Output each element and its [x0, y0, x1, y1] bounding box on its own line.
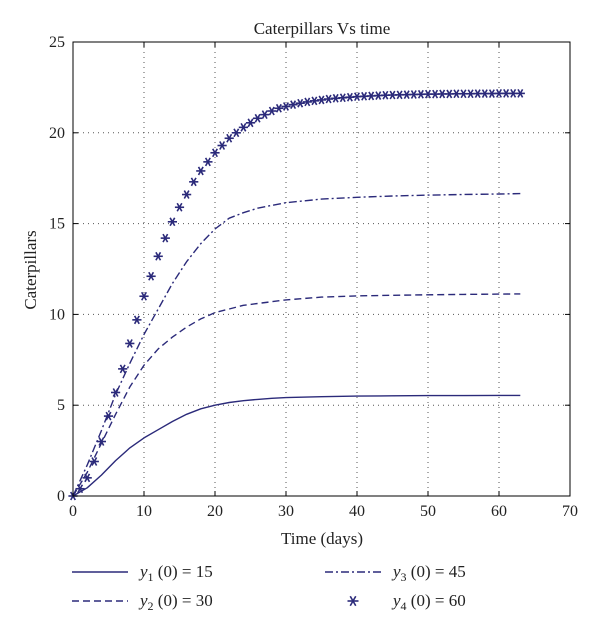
series-line [72, 293, 521, 497]
data-point [281, 102, 291, 111]
data-point [210, 148, 220, 158]
plot-frame [72, 41, 571, 497]
data-point [132, 315, 142, 325]
legend-label: y2 (0) = 30 [138, 591, 213, 613]
y-tick-label: 0 [57, 488, 65, 505]
x-axis-label: Time (days) [281, 529, 363, 548]
data-point [96, 437, 106, 446]
data-point [111, 388, 121, 397]
y-axis-label: Caterpillars [21, 230, 40, 309]
legend-item-3: y3 (0) = 45 [325, 562, 466, 584]
data-point [153, 251, 163, 261]
data-point [118, 364, 128, 374]
data-point [139, 291, 149, 301]
x-tick-label: 70 [562, 503, 578, 520]
series-1 [72, 394, 521, 497]
legend-label: y1 (0) = 15 [138, 562, 213, 584]
grid [73, 42, 570, 496]
x-tick-label: 50 [420, 503, 436, 520]
data-point [217, 141, 227, 150]
y-tick-label: 25 [49, 34, 65, 51]
series-layer [68, 89, 525, 501]
x-tick-label: 40 [349, 503, 365, 520]
data-point [167, 217, 177, 227]
series-line [72, 192, 521, 497]
data-point [231, 128, 241, 138]
legend-label: y3 (0) = 45 [391, 562, 466, 584]
data-point [316, 95, 327, 105]
x-tick-label: 20 [207, 503, 223, 520]
data-point [302, 97, 312, 107]
data-point [224, 133, 234, 143]
legend-item-1: y1 (0) = 15 [72, 562, 213, 584]
y-tick-label: 5 [57, 397, 65, 414]
series-3 [72, 192, 521, 497]
data-point [253, 113, 263, 123]
data-point [182, 190, 192, 199]
data-point [196, 166, 206, 176]
x-tick-label: 10 [136, 503, 152, 520]
x-ticks: 0 10 20 30 40 50 60 70 [69, 42, 578, 520]
y-tick-label: 20 [49, 125, 65, 142]
chart-title: Caterpillars Vs time [254, 19, 391, 38]
data-point [274, 103, 284, 113]
data-point [82, 473, 92, 483]
legend-swatch [347, 595, 359, 607]
series-2 [72, 293, 521, 497]
y-tick-label: 15 [49, 216, 65, 233]
data-point [238, 122, 248, 132]
x-tick-label: 30 [278, 503, 294, 520]
legend-label: y4 (0) = 60 [391, 591, 466, 613]
data-point [515, 89, 525, 98]
x-tick-label: 60 [491, 503, 507, 520]
series-line [72, 394, 521, 497]
data-point [288, 100, 298, 110]
y-tick-label: 10 [49, 306, 65, 323]
x-tick-label: 0 [69, 503, 77, 520]
data-point [125, 339, 135, 348]
data-point [203, 157, 213, 167]
data-point [189, 177, 199, 187]
data-point [245, 118, 256, 128]
data-point [174, 202, 185, 212]
legend-item-2: y2 (0) = 30 [72, 591, 213, 613]
data-point [89, 457, 99, 466]
data-point [260, 110, 270, 120]
legend-item-4: y4 (0) = 60 [347, 591, 466, 613]
data-point [75, 484, 85, 494]
data-point [146, 271, 156, 281]
legend: y1 (0) = 15 y3 (0) = 45 y2 (0) = 30 y4 (0) … [72, 562, 466, 613]
series-4 [68, 89, 525, 501]
data-point [309, 96, 319, 106]
data-point [160, 233, 170, 243]
y-ticks: 0 5 10 15 20 25 [49, 34, 570, 505]
data-point [295, 98, 305, 108]
data-point [103, 411, 114, 421]
data-point [267, 106, 277, 116]
